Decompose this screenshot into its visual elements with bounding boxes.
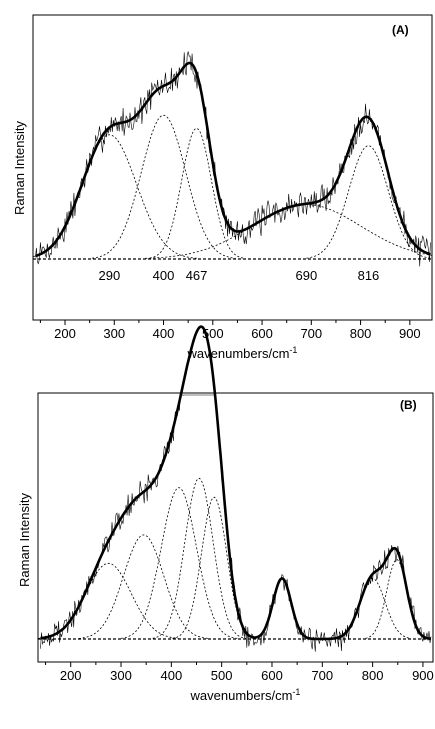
x-tick-label: 800	[362, 668, 384, 683]
fit-component-curve	[149, 127, 245, 259]
x-tick-label: 500	[211, 668, 233, 683]
x-axis-label: wavenumbers/cm-1	[187, 345, 298, 361]
x-tick-label: 900	[412, 668, 434, 683]
peak-label: 400	[153, 268, 175, 283]
x-axis-label-superscript: -1	[289, 345, 297, 355]
x-tick-label: 200	[60, 668, 82, 683]
x-tick-label: 200	[54, 326, 76, 341]
x-axis-label-superscript: -1	[292, 687, 300, 697]
peak-label: 816	[358, 268, 380, 283]
fit-component-curve	[152, 477, 247, 639]
plot-frame	[37, 392, 434, 663]
fit-component-curve	[92, 114, 236, 259]
panel-b: 200 300 400 500 600 700 800 900 wavenumbers/cm-1…	[17, 325, 434, 703]
fit-component-curve	[120, 487, 238, 639]
measured-spectrum	[35, 51, 431, 267]
x-axis-label: wavenumbers/cm-1	[190, 687, 301, 703]
x-tick-label: 700	[311, 668, 333, 683]
y-axis-label: Raman Intensity	[17, 493, 32, 587]
x-tick-label: 300	[110, 668, 132, 683]
x-tick-label: 600	[251, 326, 273, 341]
x-tick-label: 300	[103, 326, 125, 341]
y-axis-label: Raman Intensity	[12, 121, 27, 215]
peak-label: 290	[99, 268, 121, 283]
x-tick-label: 400	[160, 668, 182, 683]
panel-label: (A)	[392, 23, 409, 37]
fitted-envelope	[35, 61, 431, 258]
fit-component-curve	[335, 578, 411, 639]
x-tick-label: 800	[350, 326, 372, 341]
peak-label: 467	[186, 268, 208, 283]
peak-label: 690	[296, 268, 318, 283]
x-tick-label: 400	[153, 326, 175, 341]
x-tick-label: 600	[261, 668, 283, 683]
x-tick-label: 700	[300, 326, 322, 341]
fitted-envelope	[40, 325, 432, 641]
fit-component-curve	[306, 145, 431, 259]
x-tick-label: 900	[399, 326, 421, 341]
fit-component-curve	[78, 534, 209, 639]
fit-component-curve	[145, 204, 433, 259]
panel-label: (B)	[400, 398, 417, 412]
measured-spectrum	[40, 394, 432, 652]
plot-frame	[32, 14, 433, 321]
